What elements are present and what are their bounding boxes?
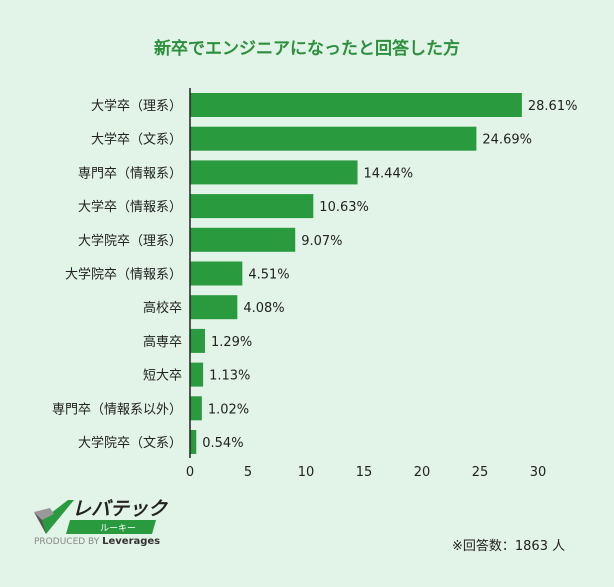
bar: [190, 430, 197, 454]
x-tick-label: 0: [186, 465, 194, 480]
category-label: 専門卒（情報系）: [78, 166, 182, 181]
respondent-count-note: ※回答数：1863 人: [452, 539, 566, 554]
category-label: 大学院卒（理系）: [78, 233, 182, 249]
chart-title: 新卒でエンジニアになったと回答した方: [154, 39, 460, 59]
category-label: 大学院卒（情報系）: [65, 267, 182, 283]
bar: [190, 93, 522, 117]
value-label: 10.63%: [319, 200, 369, 215]
bar: [190, 227, 296, 252]
x-tick-label: 10: [298, 465, 315, 480]
bar: [190, 295, 238, 320]
value-label: 24.69%: [482, 133, 532, 148]
value-label: 1.13%: [209, 369, 250, 384]
value-label: 4.08%: [243, 301, 284, 316]
bar: [190, 160, 358, 185]
category-label: 高校卒: [143, 300, 182, 316]
logo-sub: ルーキー: [100, 524, 137, 534]
category-label: 大学卒（文系）: [91, 132, 182, 148]
value-label: 1.29%: [211, 335, 252, 350]
bar: [190, 362, 204, 387]
value-label: 9.07%: [301, 234, 342, 249]
produced-by: PRODUCED BY Leverages: [34, 536, 160, 547]
levtech-rookie-logo: レバテック ルーキー: [32, 498, 172, 548]
value-label: 14.44%: [364, 166, 414, 181]
category-label: 大学院卒（文系）: [78, 435, 182, 451]
value-label: 1.02%: [208, 402, 249, 417]
category-label: 専門卒（情報系以外）: [52, 402, 182, 417]
bar: [190, 194, 314, 219]
category-label: 高専卒: [143, 334, 182, 350]
bar: [190, 328, 205, 353]
bar: [190, 261, 243, 286]
value-label: 0.54%: [202, 436, 243, 451]
logo-name: レバテック: [72, 498, 168, 520]
bar: [190, 126, 477, 151]
x-tick-label: 25: [472, 465, 489, 480]
category-label: 大学卒（情報系）: [78, 199, 182, 215]
x-tick-label: 15: [356, 465, 373, 480]
x-tick-label: 20: [414, 465, 431, 480]
value-label: 28.61%: [528, 99, 578, 114]
category-label: 大学卒（理系）: [91, 98, 182, 114]
brand-name: Leverages: [102, 536, 161, 547]
bar: [190, 396, 202, 421]
check-logo-icon: [34, 500, 156, 534]
x-tick-label: 5: [244, 465, 252, 480]
produced-by-label: PRODUCED BY: [34, 537, 100, 547]
value-label: 4.51%: [248, 268, 289, 283]
category-label: 短大卒: [143, 369, 182, 384]
bar-chart: 大学卒（理系） 28.61% 大学卒（文系） 24.69% 専門卒（情報系） 14.44%…: [52, 88, 578, 480]
x-tick-label: 30: [530, 465, 547, 480]
